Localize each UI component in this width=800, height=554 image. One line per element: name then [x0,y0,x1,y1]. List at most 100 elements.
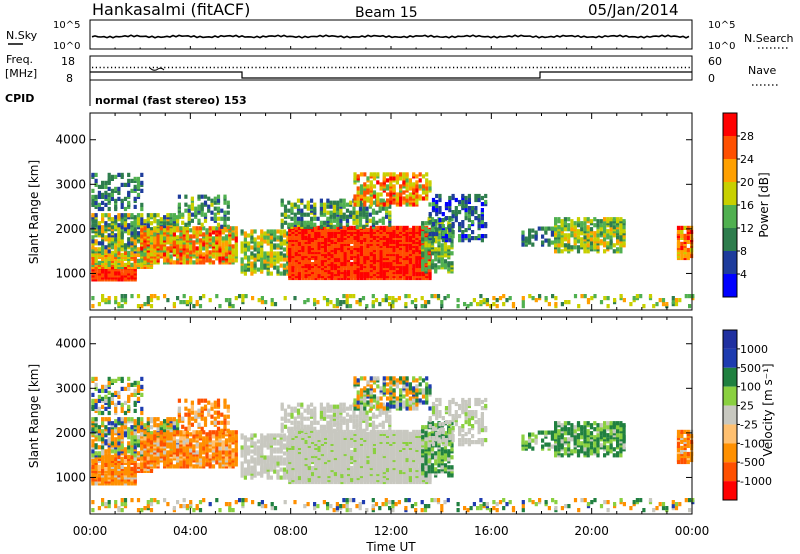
power-cell [273,261,277,266]
velocity-cell [130,382,134,387]
velocity-cell [143,433,147,438]
power-cell [123,294,128,299]
velocity-cell [133,445,137,450]
power-cell [374,298,379,303]
velocity-cell [208,462,212,467]
power-cell [580,231,584,236]
power-cell [273,265,277,270]
velocity-cell [94,469,98,474]
power-cell [474,197,478,203]
power-cell [345,218,350,223]
power-cell [599,300,604,305]
power-cell [477,197,481,203]
power-cell [339,218,343,223]
power-cell [358,298,362,303]
velocity-cell [176,448,180,453]
power-cell [269,271,273,276]
power-cell [441,232,445,237]
velocity-cell [215,430,219,435]
power-cell [541,226,545,231]
power-cell [479,294,483,299]
power-cell [415,174,419,179]
power-cell [557,243,561,248]
power-cell [294,269,298,275]
velocity-cell [231,454,235,459]
power-cell [461,230,465,235]
velocity-cell [149,431,154,436]
power-cell [467,214,471,219]
power-cell [438,224,442,229]
power-cell [207,208,211,213]
power-cell [524,236,528,241]
velocity-cell [117,441,121,446]
velocity-cell [220,412,224,417]
velocity-cell [140,421,144,426]
power-cell [573,294,578,299]
power-cell [381,216,385,221]
power-cell [273,251,277,256]
power-cell [110,174,114,179]
freq-right-tick-bottom: 0 [708,72,715,85]
power-colorbar-tick-label: 4 [740,268,747,281]
power-cell [447,267,451,272]
power-cell [381,198,385,203]
power-cell [674,298,679,303]
velocity-cell [185,438,189,443]
power-cell [202,232,206,237]
power-cell [427,265,431,270]
power-cell [123,213,128,218]
velocity-cell [202,430,206,435]
velocity-cell [127,404,131,409]
power-cell [205,228,209,233]
power-cell [313,298,317,303]
velocity-cell [172,444,176,449]
power-cell [221,236,225,241]
velocity-cell [198,434,203,439]
power-cell [91,235,95,240]
velocity-cell [159,421,163,426]
power-cell [203,212,208,217]
power-cell [243,231,247,236]
velocity-cell [216,398,221,403]
power-cell [639,294,643,299]
power-cell [176,223,180,228]
power-cell [143,226,147,231]
power-cell [280,212,284,217]
velocity-cell [133,419,137,424]
power-colorbar-label: Power [dB] [757,172,771,237]
power-cell [114,225,118,230]
power-cell [136,231,141,236]
power-cell [427,261,431,266]
power-cell [616,247,620,252]
velocity-cell [159,430,163,435]
velocity-cell [110,392,114,397]
velocity-cell [177,406,181,411]
power-cell [130,294,134,299]
velocity-cell [215,460,219,465]
power-colorbar-tick-label: 20 [740,176,754,189]
power-cell [311,267,315,273]
power-cell [424,227,428,232]
power-cell [586,217,590,222]
power-cell [435,193,439,199]
power-cell [303,220,307,225]
power-cell [114,215,118,220]
power-cell [159,236,163,241]
power-cell [606,241,610,246]
power-cell [149,213,154,218]
power-cell [250,271,254,276]
power-cell [146,300,150,305]
power-cell [166,252,170,257]
power-cell [431,238,436,243]
power-cell [224,252,229,257]
power-cell [283,208,288,213]
power-cell [603,225,607,230]
power-cell [619,217,623,222]
velocity-cell [136,421,141,426]
velocity-cell [136,380,141,385]
power-cell [484,234,488,239]
power-cell [603,249,607,254]
power-cell [431,206,436,211]
power-cell [120,304,124,309]
power-cell [307,235,311,240]
